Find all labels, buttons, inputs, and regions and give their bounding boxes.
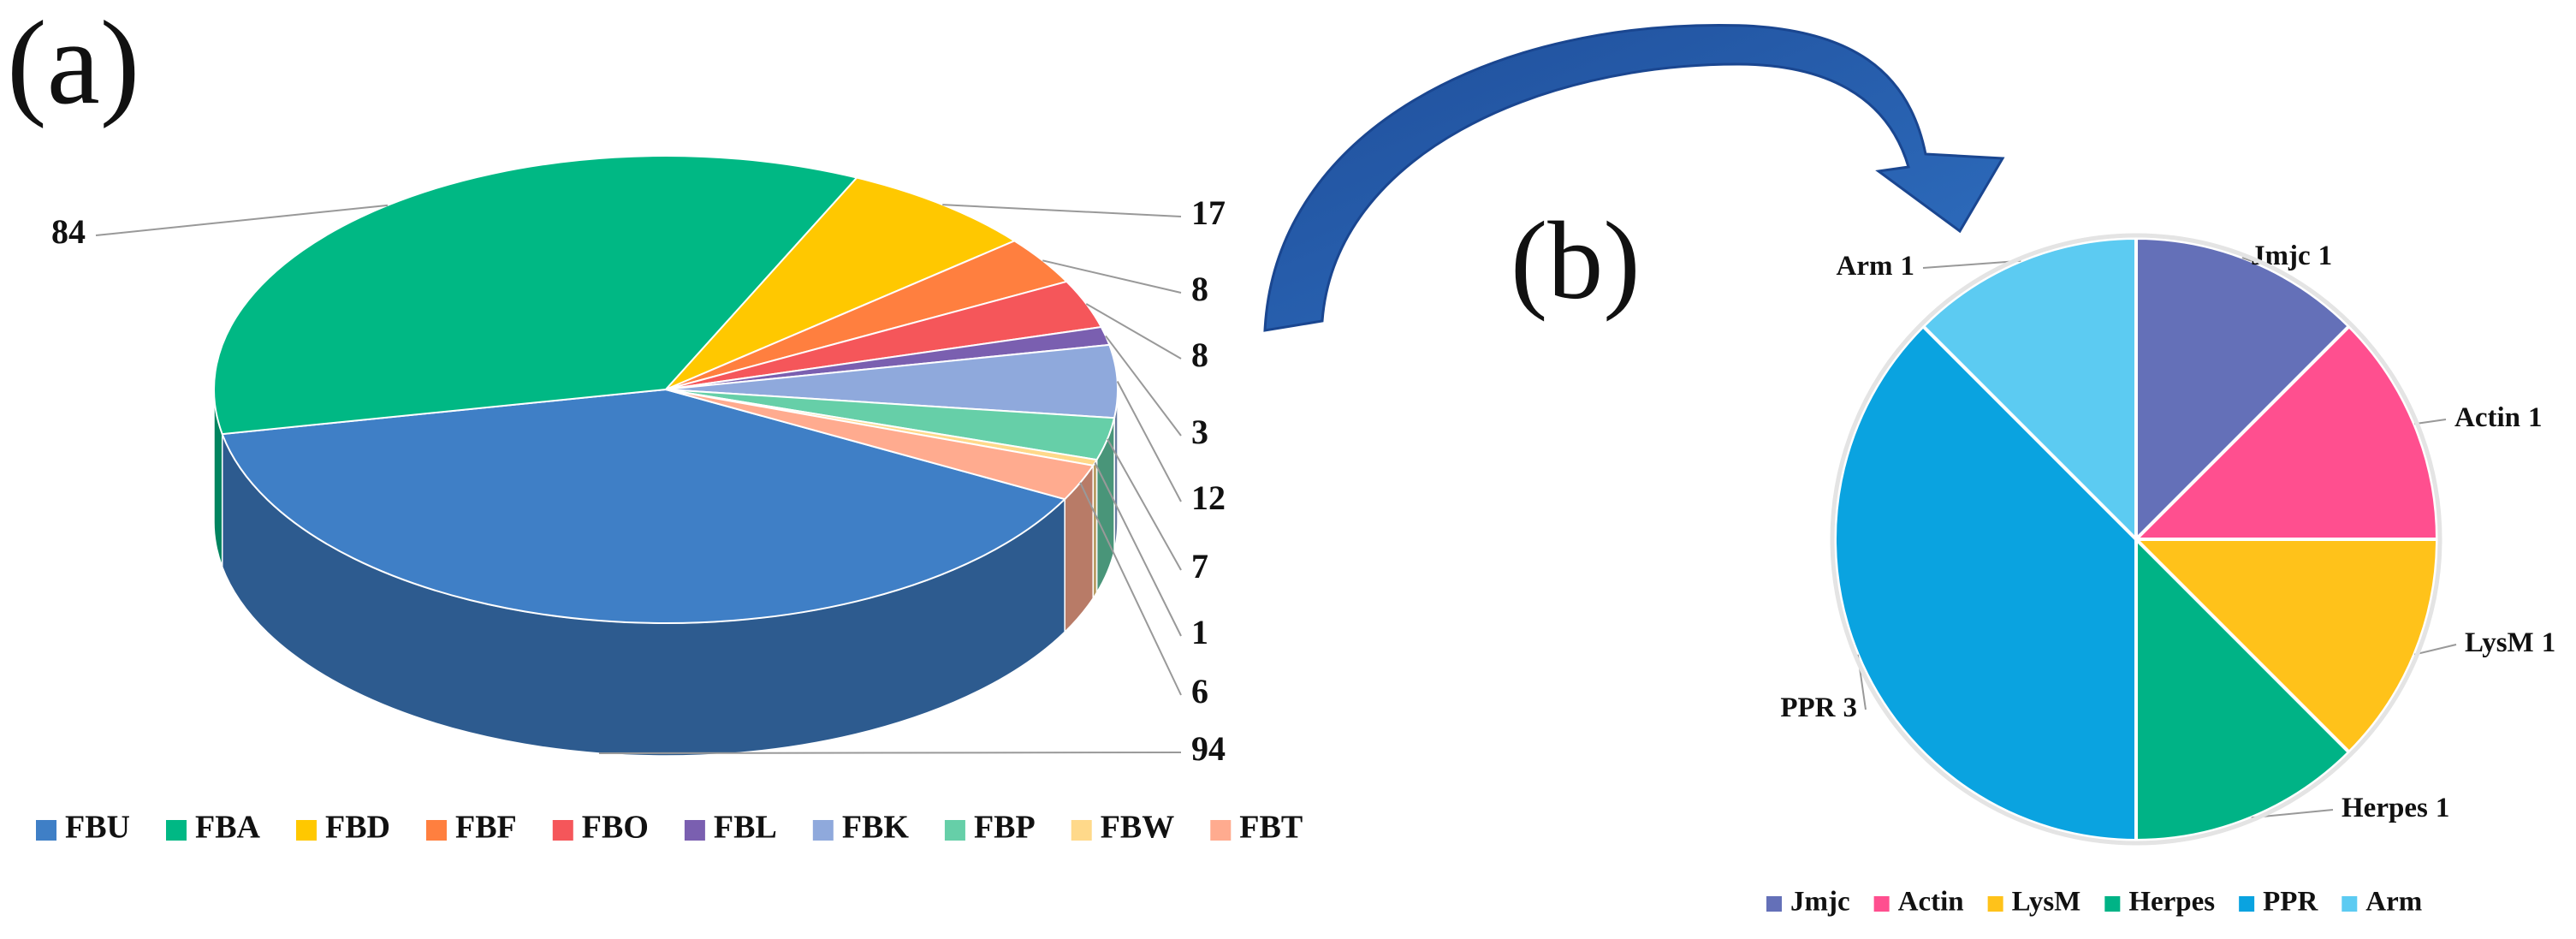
legend-swatch bbox=[296, 820, 317, 841]
legend-swatch bbox=[2342, 896, 2358, 912]
leader-line bbox=[598, 752, 1182, 755]
data-label: PPR 3 bbox=[1780, 692, 1857, 723]
data-label: Arm 1 bbox=[1837, 251, 1914, 282]
leader-line bbox=[1105, 335, 1182, 437]
data-label: 3 bbox=[1191, 413, 1208, 451]
data-label: 8 bbox=[1191, 270, 1208, 308]
legend-label: FBD bbox=[325, 810, 390, 846]
slice bbox=[665, 343, 1119, 419]
legend-swatch bbox=[426, 820, 447, 841]
slice bbox=[213, 155, 859, 436]
data-label-name: LysM bbox=[2465, 627, 2534, 658]
data-label: 8 bbox=[1191, 336, 1208, 374]
leader-line bbox=[95, 204, 389, 236]
data-label-name: Jmjc bbox=[2251, 241, 2311, 271]
legend-swatch bbox=[684, 820, 705, 841]
data-label-name: Herpes bbox=[2342, 793, 2428, 823]
leader-line bbox=[1116, 381, 1182, 502]
data-label: 94 bbox=[1191, 729, 1226, 768]
slice bbox=[2132, 538, 2440, 755]
data-label-value: 1 bbox=[1901, 251, 1915, 282]
legend-swatch bbox=[1987, 896, 2003, 912]
legend-label: FBA bbox=[195, 810, 261, 846]
slice bbox=[665, 389, 1095, 501]
panel-label: (b) bbox=[1511, 199, 1641, 323]
legend-label: PPR bbox=[2263, 887, 2318, 918]
leader-line bbox=[1922, 259, 2021, 269]
leader-line bbox=[1079, 482, 1182, 696]
legend-label: Herpes bbox=[2128, 887, 2215, 918]
leader-line bbox=[1107, 438, 1182, 571]
legend-swatch bbox=[2239, 896, 2255, 912]
legend-swatch bbox=[2104, 896, 2121, 912]
legend-label: FBT bbox=[1239, 810, 1303, 846]
leader-line bbox=[1085, 303, 1182, 360]
data-label: LysM 1 bbox=[2465, 627, 2555, 658]
data-label-value: 1 bbox=[2542, 627, 2556, 658]
legend-swatch bbox=[36, 820, 56, 841]
legend-swatch bbox=[1071, 820, 1092, 841]
pie-rim bbox=[1830, 233, 2442, 846]
data-label: 12 bbox=[1191, 478, 1226, 517]
leader-line bbox=[1094, 462, 1182, 637]
leader-line bbox=[942, 204, 1182, 217]
legend-label: FBF bbox=[455, 810, 517, 846]
data-label-value: 3 bbox=[1843, 692, 1858, 723]
legend-swatch bbox=[812, 820, 834, 841]
data-label: 1 bbox=[1191, 613, 1208, 651]
legend-label: FBP bbox=[974, 810, 1036, 846]
legend-swatch bbox=[166, 820, 187, 841]
slice bbox=[2134, 535, 2352, 843]
data-label: 6 bbox=[1191, 672, 1208, 710]
data-label: Actin 1 bbox=[2454, 402, 2543, 433]
leader-line bbox=[2241, 257, 2253, 262]
legend-label: FBK bbox=[842, 810, 910, 846]
data-label: Herpes 1 bbox=[2342, 793, 2449, 823]
slice bbox=[221, 388, 1067, 625]
legend-label: Arm bbox=[2365, 887, 2422, 918]
legend-swatch bbox=[552, 820, 573, 841]
data-label-name: Actin bbox=[2454, 402, 2520, 433]
leader-line bbox=[1042, 259, 1182, 294]
slice bbox=[1833, 324, 2138, 843]
legend-swatch bbox=[1873, 896, 1890, 912]
data-label-value: 1 bbox=[2528, 402, 2543, 433]
data-label-value: 1 bbox=[2436, 793, 2450, 823]
legend-label: FBW bbox=[1101, 810, 1175, 846]
data-label-name: Arm bbox=[1837, 251, 1893, 282]
legend-label: FBU bbox=[65, 810, 130, 846]
leader-line bbox=[2413, 644, 2457, 656]
legend-swatch bbox=[1210, 820, 1232, 841]
legend-label: FBO bbox=[582, 810, 649, 846]
data-label: 7 bbox=[1191, 547, 1208, 585]
panel-label: (a) bbox=[7, 0, 139, 129]
arrow bbox=[1263, 23, 2005, 332]
legend-swatch bbox=[1766, 896, 1782, 912]
slice bbox=[1920, 235, 2138, 544]
legend-label: Actin bbox=[1898, 887, 1964, 918]
data-label: Jmjc 1 bbox=[2251, 241, 2332, 271]
legend-label: Jmjc bbox=[1790, 887, 1850, 918]
slice bbox=[2132, 324, 2440, 541]
data-label-value: 1 bbox=[2318, 241, 2333, 271]
data-label: 17 bbox=[1191, 193, 1226, 232]
legend-swatch bbox=[944, 820, 965, 841]
leader-line bbox=[2414, 419, 2447, 425]
data-label: 84 bbox=[51, 212, 86, 251]
slice bbox=[665, 176, 1017, 390]
legend-label: LysM bbox=[2012, 887, 2081, 918]
data-label-name: PPR bbox=[1780, 692, 1836, 723]
legend-label: FBL bbox=[714, 810, 777, 846]
